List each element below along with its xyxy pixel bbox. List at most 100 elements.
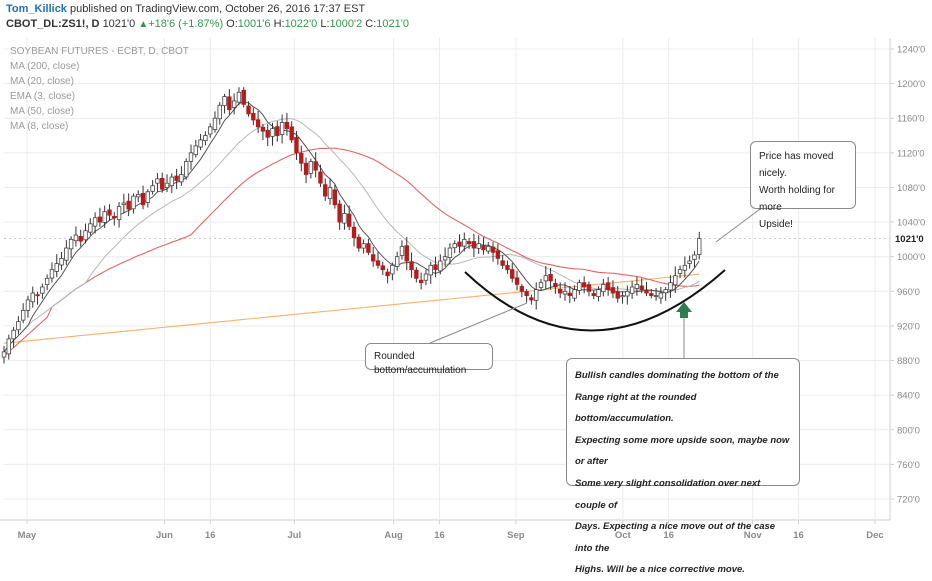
bullish-candle <box>677 269 683 274</box>
bullish-candle <box>164 182 170 189</box>
connector-rounded <box>429 302 528 344</box>
bearish-candle <box>591 293 596 297</box>
ma8-line <box>3 100 700 353</box>
x-tick-label: Jul <box>287 530 301 541</box>
bearish-candle <box>265 129 270 138</box>
close-value: 1021'0 <box>376 18 409 30</box>
bullish-candle <box>534 289 539 301</box>
legend-item-ema3[interactable]: EMA (3, close) <box>10 91 76 102</box>
bearish-candle <box>160 177 165 190</box>
y-tick-label: 1000'0 <box>897 252 925 263</box>
legend-item-ma20[interactable]: MA (20, close) <box>10 76 74 87</box>
publish-line: Tom_Killick published on TradingView.com… <box>6 3 365 15</box>
bullish-candle <box>543 275 549 282</box>
y-axis: 1240'0 1200'0 1160'0 1120'0 1080'0 1040'0 1000… <box>890 45 925 506</box>
callout-price-moved: Price has moved nicely. Worth holding fo… <box>750 141 856 230</box>
bullish-candle <box>145 191 151 203</box>
bearish-candle <box>337 203 342 223</box>
legend-item-ma200[interactable]: MA (200, close) <box>10 61 80 72</box>
candlesticks <box>1 87 702 364</box>
bullish-candle <box>692 254 697 260</box>
callout-line: Days. Expecting a nice move out of the c… <box>575 521 776 554</box>
bearish-candle <box>347 213 352 227</box>
bullish-candle <box>102 211 107 223</box>
y-tick-label: 1240'0 <box>897 45 925 56</box>
bearish-candle <box>418 279 424 284</box>
bearish-candle <box>457 241 462 247</box>
ma200-line <box>3 273 700 344</box>
bearish-candle <box>495 250 501 259</box>
author-link[interactable]: Tom_Killick <box>6 3 67 15</box>
bearish-candle <box>366 243 371 253</box>
bearish-candle <box>375 260 381 266</box>
high-label: H: <box>273 18 285 30</box>
bullish-candle <box>49 269 55 279</box>
open-value: 1001'6 <box>237 18 271 30</box>
y-tick-label: 1160'0 <box>897 114 925 125</box>
y-tick-label: 840'0 <box>897 391 920 402</box>
bearish-candle <box>581 282 587 288</box>
bullish-candle <box>207 126 213 135</box>
callout-line: Some very slight consolidation over next… <box>575 477 761 511</box>
bearish-candle <box>332 189 338 206</box>
up-arrow-shape <box>676 302 692 318</box>
y-tick-label: 720'0 <box>897 495 920 506</box>
bearish-candle <box>510 269 515 279</box>
bearish-candle <box>466 241 472 245</box>
bearish-candle <box>529 297 534 301</box>
bullish-candle <box>184 161 189 178</box>
legend-item-ma8[interactable]: MA (8, close) <box>10 121 69 132</box>
bearish-candle <box>97 216 103 223</box>
bearish-candle <box>433 264 438 271</box>
bullish-candle <box>30 292 35 303</box>
x-tick-label: Sep <box>507 530 525 541</box>
low-value: 1000'2 <box>329 18 363 30</box>
bearish-candle <box>514 277 520 285</box>
y-tick-label: 760'0 <box>897 460 920 471</box>
bullish-candle <box>682 264 688 271</box>
bearish-candle <box>500 260 505 266</box>
bullish-candle <box>562 290 568 295</box>
up-triangle-icon: ▲ <box>138 19 149 30</box>
bullish-candle <box>438 260 443 272</box>
open-label: O: <box>226 18 238 30</box>
rounded-bottom-curve <box>464 269 726 332</box>
bullish-candle <box>452 243 457 249</box>
y-tick-label: 880'0 <box>897 356 920 367</box>
bullish-candle <box>40 286 45 294</box>
bullish-candle <box>169 176 175 187</box>
callout-line: Bullish candles dominating the bottom of… <box>575 370 779 381</box>
bullish-candle <box>279 122 285 135</box>
bullish-candle <box>394 256 400 267</box>
bullish-candle <box>193 145 198 156</box>
bullish-candle <box>697 238 702 255</box>
bullish-candle <box>577 282 582 291</box>
bullish-candle <box>179 174 184 183</box>
bullish-candle <box>428 264 433 276</box>
bearish-candle <box>380 265 385 271</box>
bullish-candle <box>136 193 141 198</box>
bullish-candle <box>198 139 203 148</box>
bearish-candle <box>586 284 592 292</box>
last-price-badge: 1021'0 <box>895 234 924 245</box>
bullish-candle <box>68 238 74 250</box>
bullish-candle <box>59 258 64 266</box>
bullish-candle <box>150 185 155 192</box>
bullish-candle <box>212 117 218 130</box>
bullish-candle <box>673 275 678 286</box>
bullish-candle <box>653 295 659 298</box>
bearish-candle <box>524 291 529 297</box>
close-label: C: <box>365 18 377 30</box>
bearish-candle <box>605 282 611 290</box>
bearish-candle <box>241 89 246 105</box>
bullish-candle <box>203 135 208 142</box>
bullish-candle <box>270 128 275 137</box>
bullish-candle <box>1 351 7 358</box>
bullish-candle <box>620 295 625 298</box>
bearish-candle <box>471 241 477 249</box>
bullish-candle <box>462 238 467 247</box>
callout-line: Expecting some more upside soon, maybe n… <box>575 434 790 468</box>
legend-item-ma50[interactable]: MA (50, close) <box>10 106 74 117</box>
connector-price <box>715 208 761 243</box>
bearish-candle <box>414 269 419 279</box>
